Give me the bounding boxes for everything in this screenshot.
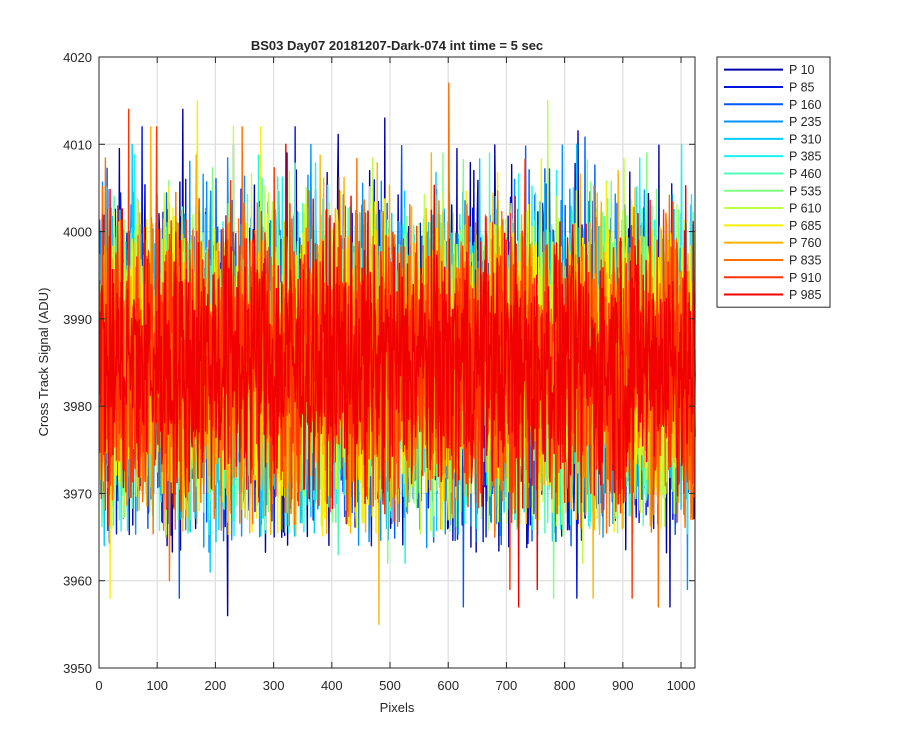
x-tick-label: 900 [612,678,634,693]
legend-entry-label: P 310 [789,132,821,146]
x-tick-label: 0 [95,678,102,693]
x-tick-label: 1000 [667,678,696,693]
x-axis-label: Pixels [380,700,415,715]
y-tick-label: 3950 [63,661,92,676]
chart-title: BS03 Day07 20181207-Dark-074 int time = … [251,38,543,53]
y-tick-label: 4020 [63,50,92,65]
x-tick-label: 800 [554,678,576,693]
x-tick-label: 400 [321,678,343,693]
series-line-14 [98,143,696,608]
plot-frame [98,56,696,669]
y-tick-label: 3980 [63,399,92,414]
y-tick-label: 3990 [63,312,92,327]
legend-entry-label: P 385 [789,150,821,164]
y-tick-label: 4010 [63,137,92,152]
legend-entry-label: P 160 [789,98,821,112]
ticks: 0 100 200 300 400 500 600 700 800 900 1000 3950 3960… [63,50,695,693]
series-lines [98,82,696,626]
legend-entry-label: P 610 [789,202,821,216]
legend-entry-label: P 535 [789,184,821,198]
legend-entry-label: P 460 [789,167,821,181]
legend-entry-label: P 835 [789,253,821,267]
legend-entry-label: P 760 [789,236,821,250]
x-tick-label: 700 [496,678,518,693]
y-axis-label: Cross Track Signal (ADU) [36,288,51,437]
x-tick-label: 500 [379,678,401,693]
x-tick-label: 300 [263,678,285,693]
legend-entry-label: P 85 [789,80,815,94]
x-tick-label: 200 [205,678,227,693]
legend-entry-label: P 985 [789,288,821,302]
y-tick-label: 4000 [63,225,92,240]
legend[interactable]: P 10 P 85 P 160 P 235 P 310 P 385 P 460 P 535 P … [716,56,831,308]
legend-entry-label: P 910 [789,271,821,285]
legend-entry-label: P 235 [789,115,821,129]
legend-entry-label: P 10 [789,63,815,77]
legend-entry-label: P 685 [789,219,821,233]
x-tick-label: 100 [146,678,168,693]
y-tick-label: 3970 [63,486,92,501]
legend-box [716,56,831,308]
y-tick-label: 3960 [63,574,92,589]
x-tick-label: 600 [437,678,459,693]
